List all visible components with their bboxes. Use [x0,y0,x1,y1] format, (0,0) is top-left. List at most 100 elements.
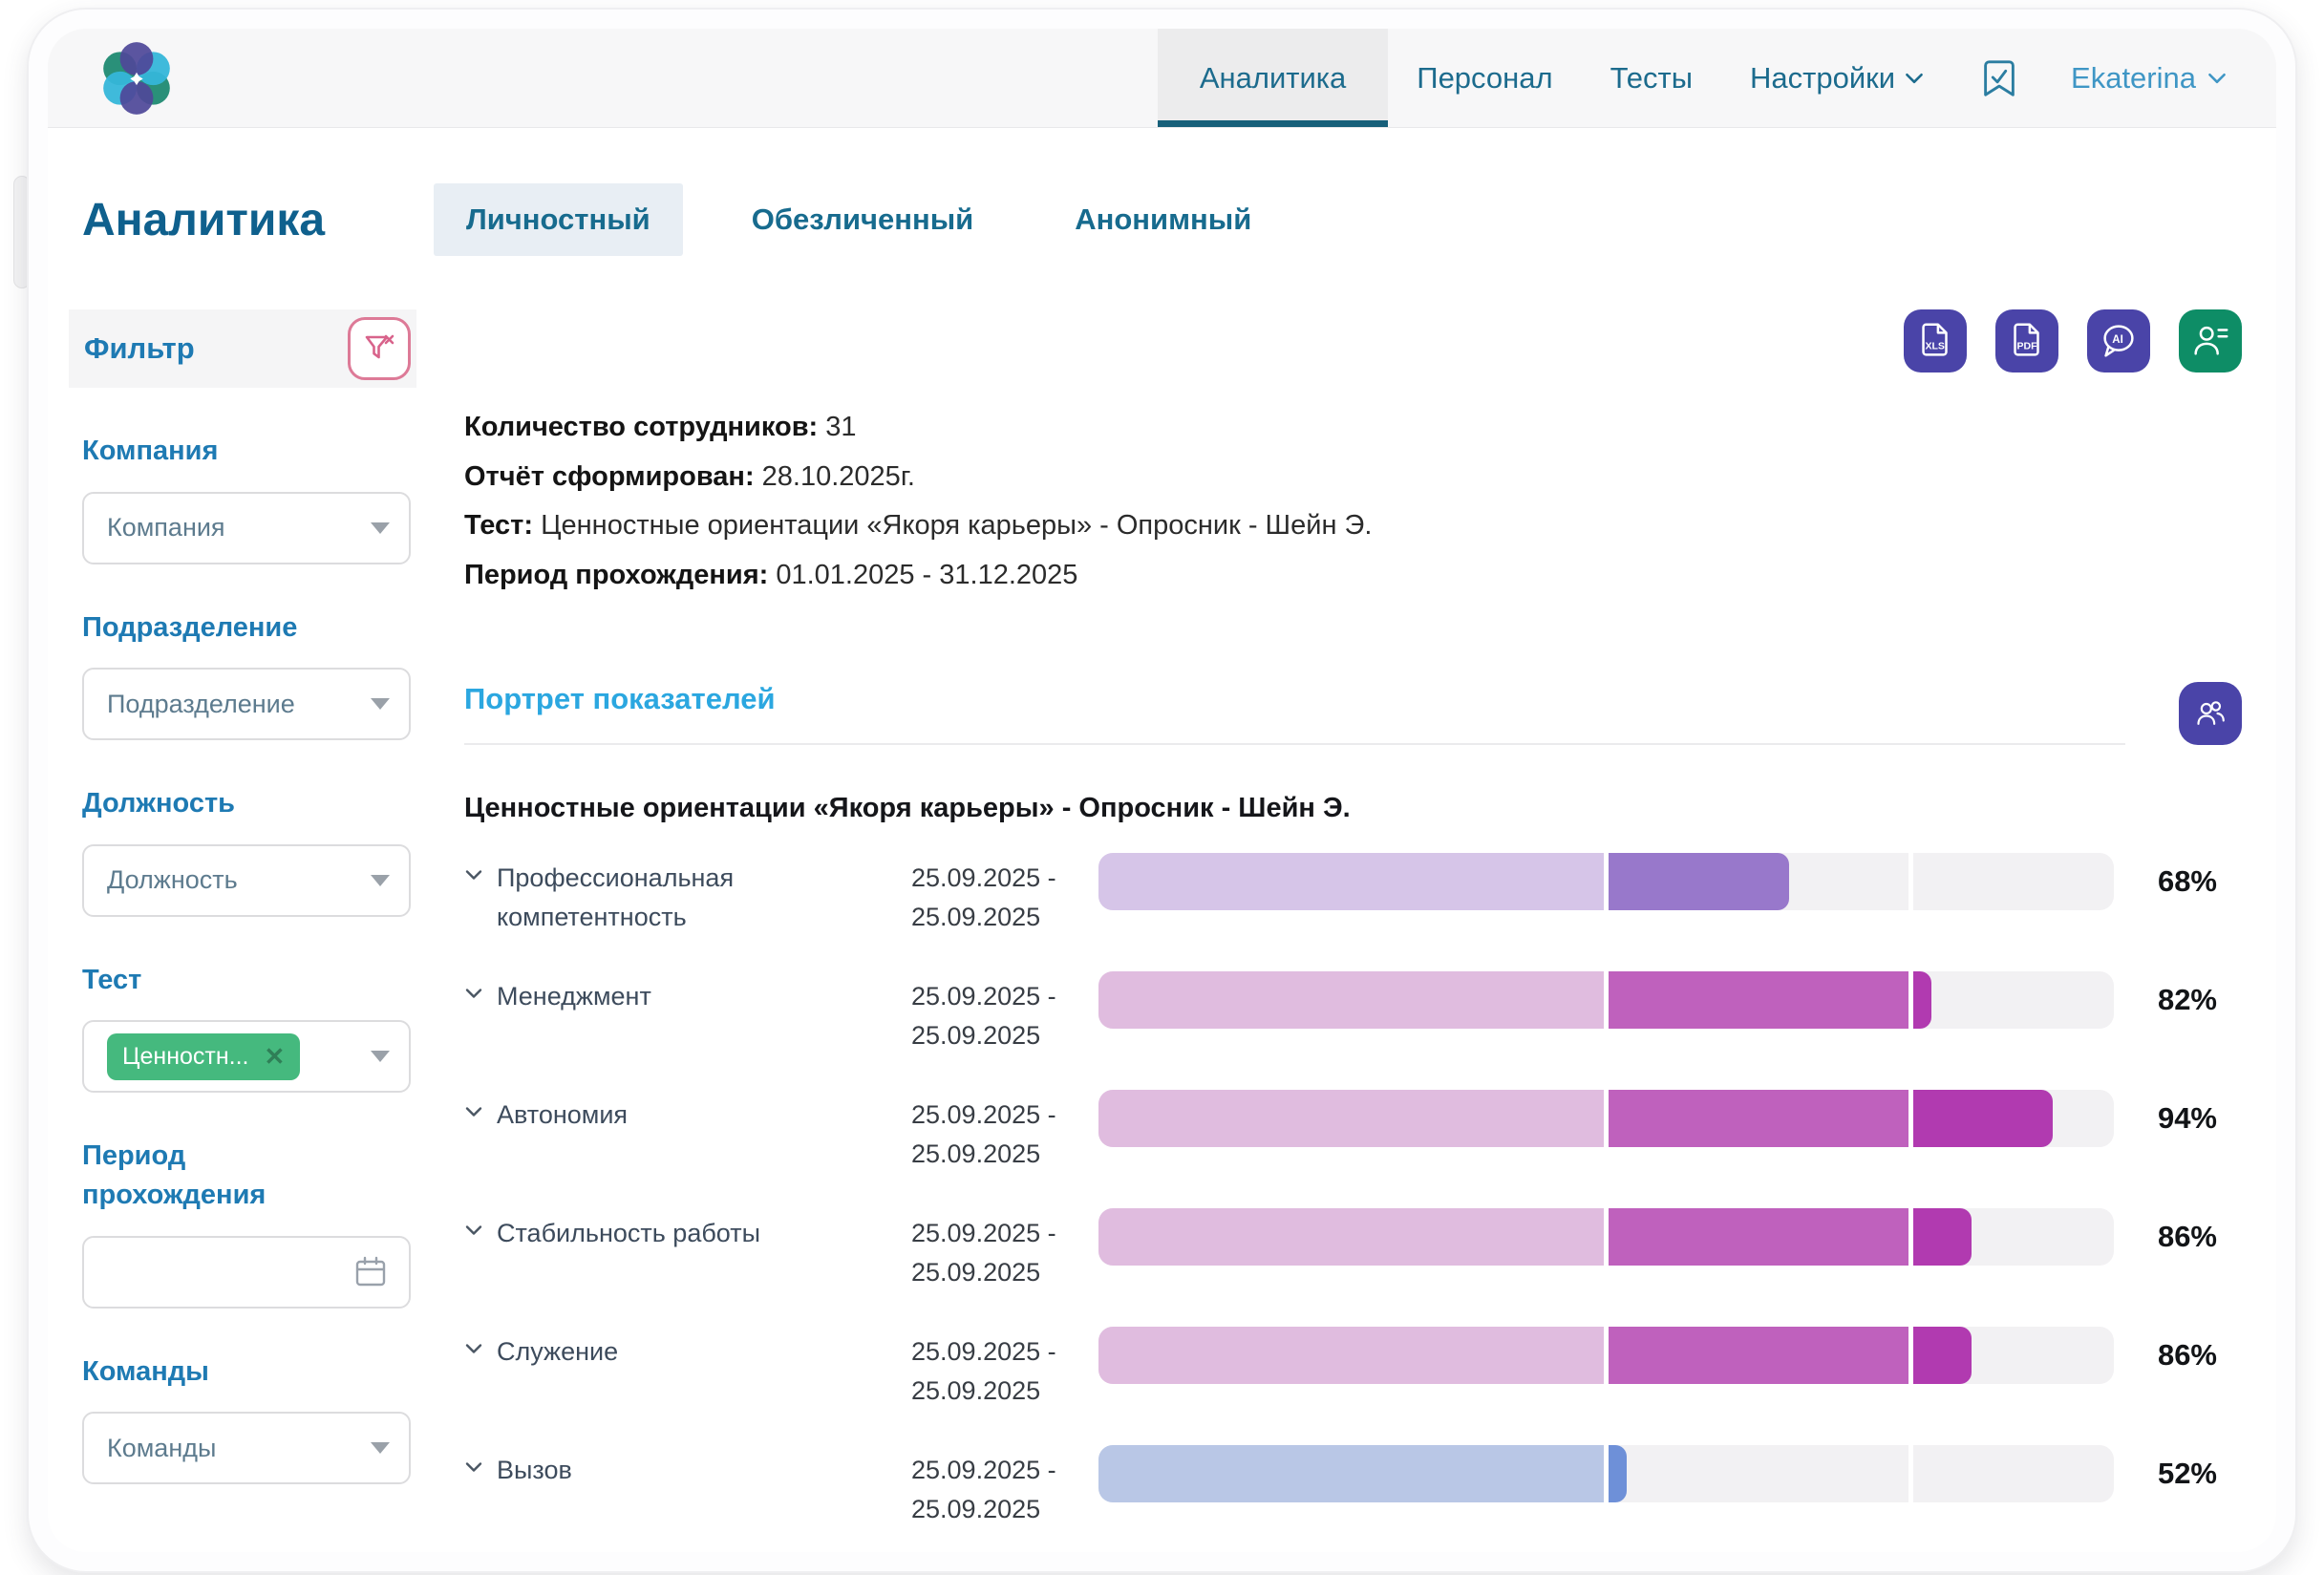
person-list-icon [2194,326,2228,355]
nav-item-tests[interactable]: Тесты [1582,29,1721,127]
chevron-down-icon[interactable] [464,987,483,1000]
user-menu[interactable]: Ekaterina [2046,29,2227,127]
personal-report-button[interactable] [2179,309,2242,372]
zone-divider [1604,1327,1609,1385]
top-nav-bar: Аналитика Персонал Тесты Настройки [48,29,2276,128]
nav-item-analytics[interactable]: Аналитика [1157,29,1389,127]
row-period: 25.09.2025 - 25.09.2025 [911,971,1098,1054]
report-info-line: Период прохождения: 01.01.2025 - 31.12.2… [464,551,2242,601]
chart-row: Служение 25.09.2025 - 25.09.2025 86% [464,1327,2242,1410]
bar-segment [1098,1090,1607,1148]
position-select[interactable]: Должность [82,843,411,917]
caret-down-icon [371,1442,390,1455]
export-xls-button[interactable]: XLS [1904,309,1967,372]
chart-row: Профессиональная компетентность 25.09.20… [464,853,2242,936]
row-date-to: 25.09.2025 [911,1257,1041,1287]
generated-label: Отчёт сформирован: [464,460,755,492]
test-select[interactable]: Ценностн... ✕ [82,1020,411,1094]
zone-divider [1908,971,1913,1030]
bookmark-check-icon [1984,59,2015,96]
division-label: Подразделение [82,611,298,643]
pdf-file-icon: PDF [2014,323,2039,356]
position-placeholder: Должность [107,865,238,895]
caret-down-icon [371,1051,390,1063]
row-label-text: Менеджмент [497,982,651,1011]
period-info-value: 01.01.2025 - 31.12.2025 [776,559,1078,590]
nav-item-personnel[interactable]: Персонал [1388,29,1581,127]
row-label: Профессиональная компетентность [464,853,911,936]
row-date-from: 25.09.2025 - [911,1456,1056,1485]
tab-depersonalized[interactable]: Обезличенный [751,202,974,236]
group-view-button[interactable] [2179,682,2242,746]
svg-text:PDF: PDF [2016,341,2037,352]
app-logo-icon [96,37,178,119]
period-info-label: Период прохождения: [464,559,769,590]
bar-segment [1606,853,1789,911]
chevron-down-icon[interactable] [464,868,483,882]
user-name: Ekaterina [2071,60,2196,95]
row-label: Служение [464,1327,911,1410]
row-label-text: Служение [497,1337,619,1367]
bar-segment [1098,1208,1607,1266]
main-panel: XLS PDF [434,309,2242,1552]
row-label: Автономия [464,1090,911,1173]
tab-anonymous[interactable]: Анонимный [1075,202,1252,236]
page-content: Аналитика Личностный Обезличенный Аноним… [48,128,2276,1552]
caret-down-icon [371,521,390,534]
chevron-down-icon[interactable] [464,1105,483,1118]
period-date-input[interactable] [82,1235,411,1309]
zone-divider [1908,853,1913,911]
bar-segment [1606,1445,1627,1503]
bookmark-check-button[interactable] [1952,29,2046,127]
row-date-to: 25.09.2025 [911,1020,1041,1050]
portrait-section-header: Портрет показателей [464,682,2242,746]
tab-personal[interactable]: Личностный [434,183,683,256]
people-group-icon [2197,701,2225,726]
bar-segment [1098,971,1607,1030]
ai-chat-button[interactable]: AI [2087,309,2150,372]
app-screen: Аналитика Персонал Тесты Настройки [48,29,2276,1552]
device-frame: Аналитика Персонал Тесты Настройки [27,8,2297,1573]
portrait-heading-block: Портрет показателей [464,682,2125,746]
row-label-text: Профессиональная компетентность [497,863,735,931]
row-label: Стабильность работы [464,1208,911,1291]
teams-label: Команды [82,1355,209,1387]
row-label-text: Автономия [497,1100,629,1130]
export-pdf-button[interactable]: PDF [1995,309,2058,372]
chart-row: Автономия 25.09.2025 - 25.09.2025 94% [464,1090,2242,1173]
chart-title: Ценностные ориентации «Якоря карьеры» - … [464,793,1351,824]
teams-select[interactable]: Команды [82,1412,411,1485]
chart-rows: Профессиональная компетентность 25.09.20… [464,853,2242,1552]
row-date-to: 25.09.2025 [911,1375,1041,1405]
zone-divider [1604,1208,1609,1266]
chevron-down-icon [2208,73,2226,84]
division-select[interactable]: Подразделение [82,668,411,741]
chevron-down-icon[interactable] [464,1342,483,1355]
chevron-down-icon[interactable] [464,1460,483,1474]
row-period: 25.09.2025 - 25.09.2025 [911,1327,1098,1410]
bar-segment [1606,971,1911,1030]
row-percent: 86% [2157,1220,2217,1254]
row-date-to: 25.09.2025 [911,1139,1041,1168]
row-period: 25.09.2025 - 25.09.2025 [911,853,1098,936]
nav-item-settings[interactable]: Настройки [1721,29,1952,127]
calendar-icon [355,1256,386,1286]
xls-file-icon: XLS [1922,323,1948,356]
row-label: Вызов [464,1445,911,1528]
row-percent: 86% [2157,1338,2217,1373]
bar-segment [1606,1327,1911,1385]
primary-nav: Аналитика Персонал Тесты Настройки [1157,29,2227,127]
company-select[interactable]: Компания [82,491,411,564]
zone-divider [1908,1445,1913,1503]
row-percent: 68% [2157,864,2217,899]
row-label: Менеджмент [464,971,911,1054]
clear-filter-button[interactable] [348,317,411,380]
filter-title: Фильтр [84,331,195,365]
chart-row: Менеджмент 25.09.2025 - 25.09.2025 82% [464,971,2242,1054]
chevron-down-icon[interactable] [464,1224,483,1237]
remove-tag-icon[interactable]: ✕ [264,1041,286,1071]
zone-divider [1908,1090,1913,1148]
selected-test-tag-label: Ценностн... [122,1042,249,1070]
teams-placeholder: Команды [107,1433,217,1462]
